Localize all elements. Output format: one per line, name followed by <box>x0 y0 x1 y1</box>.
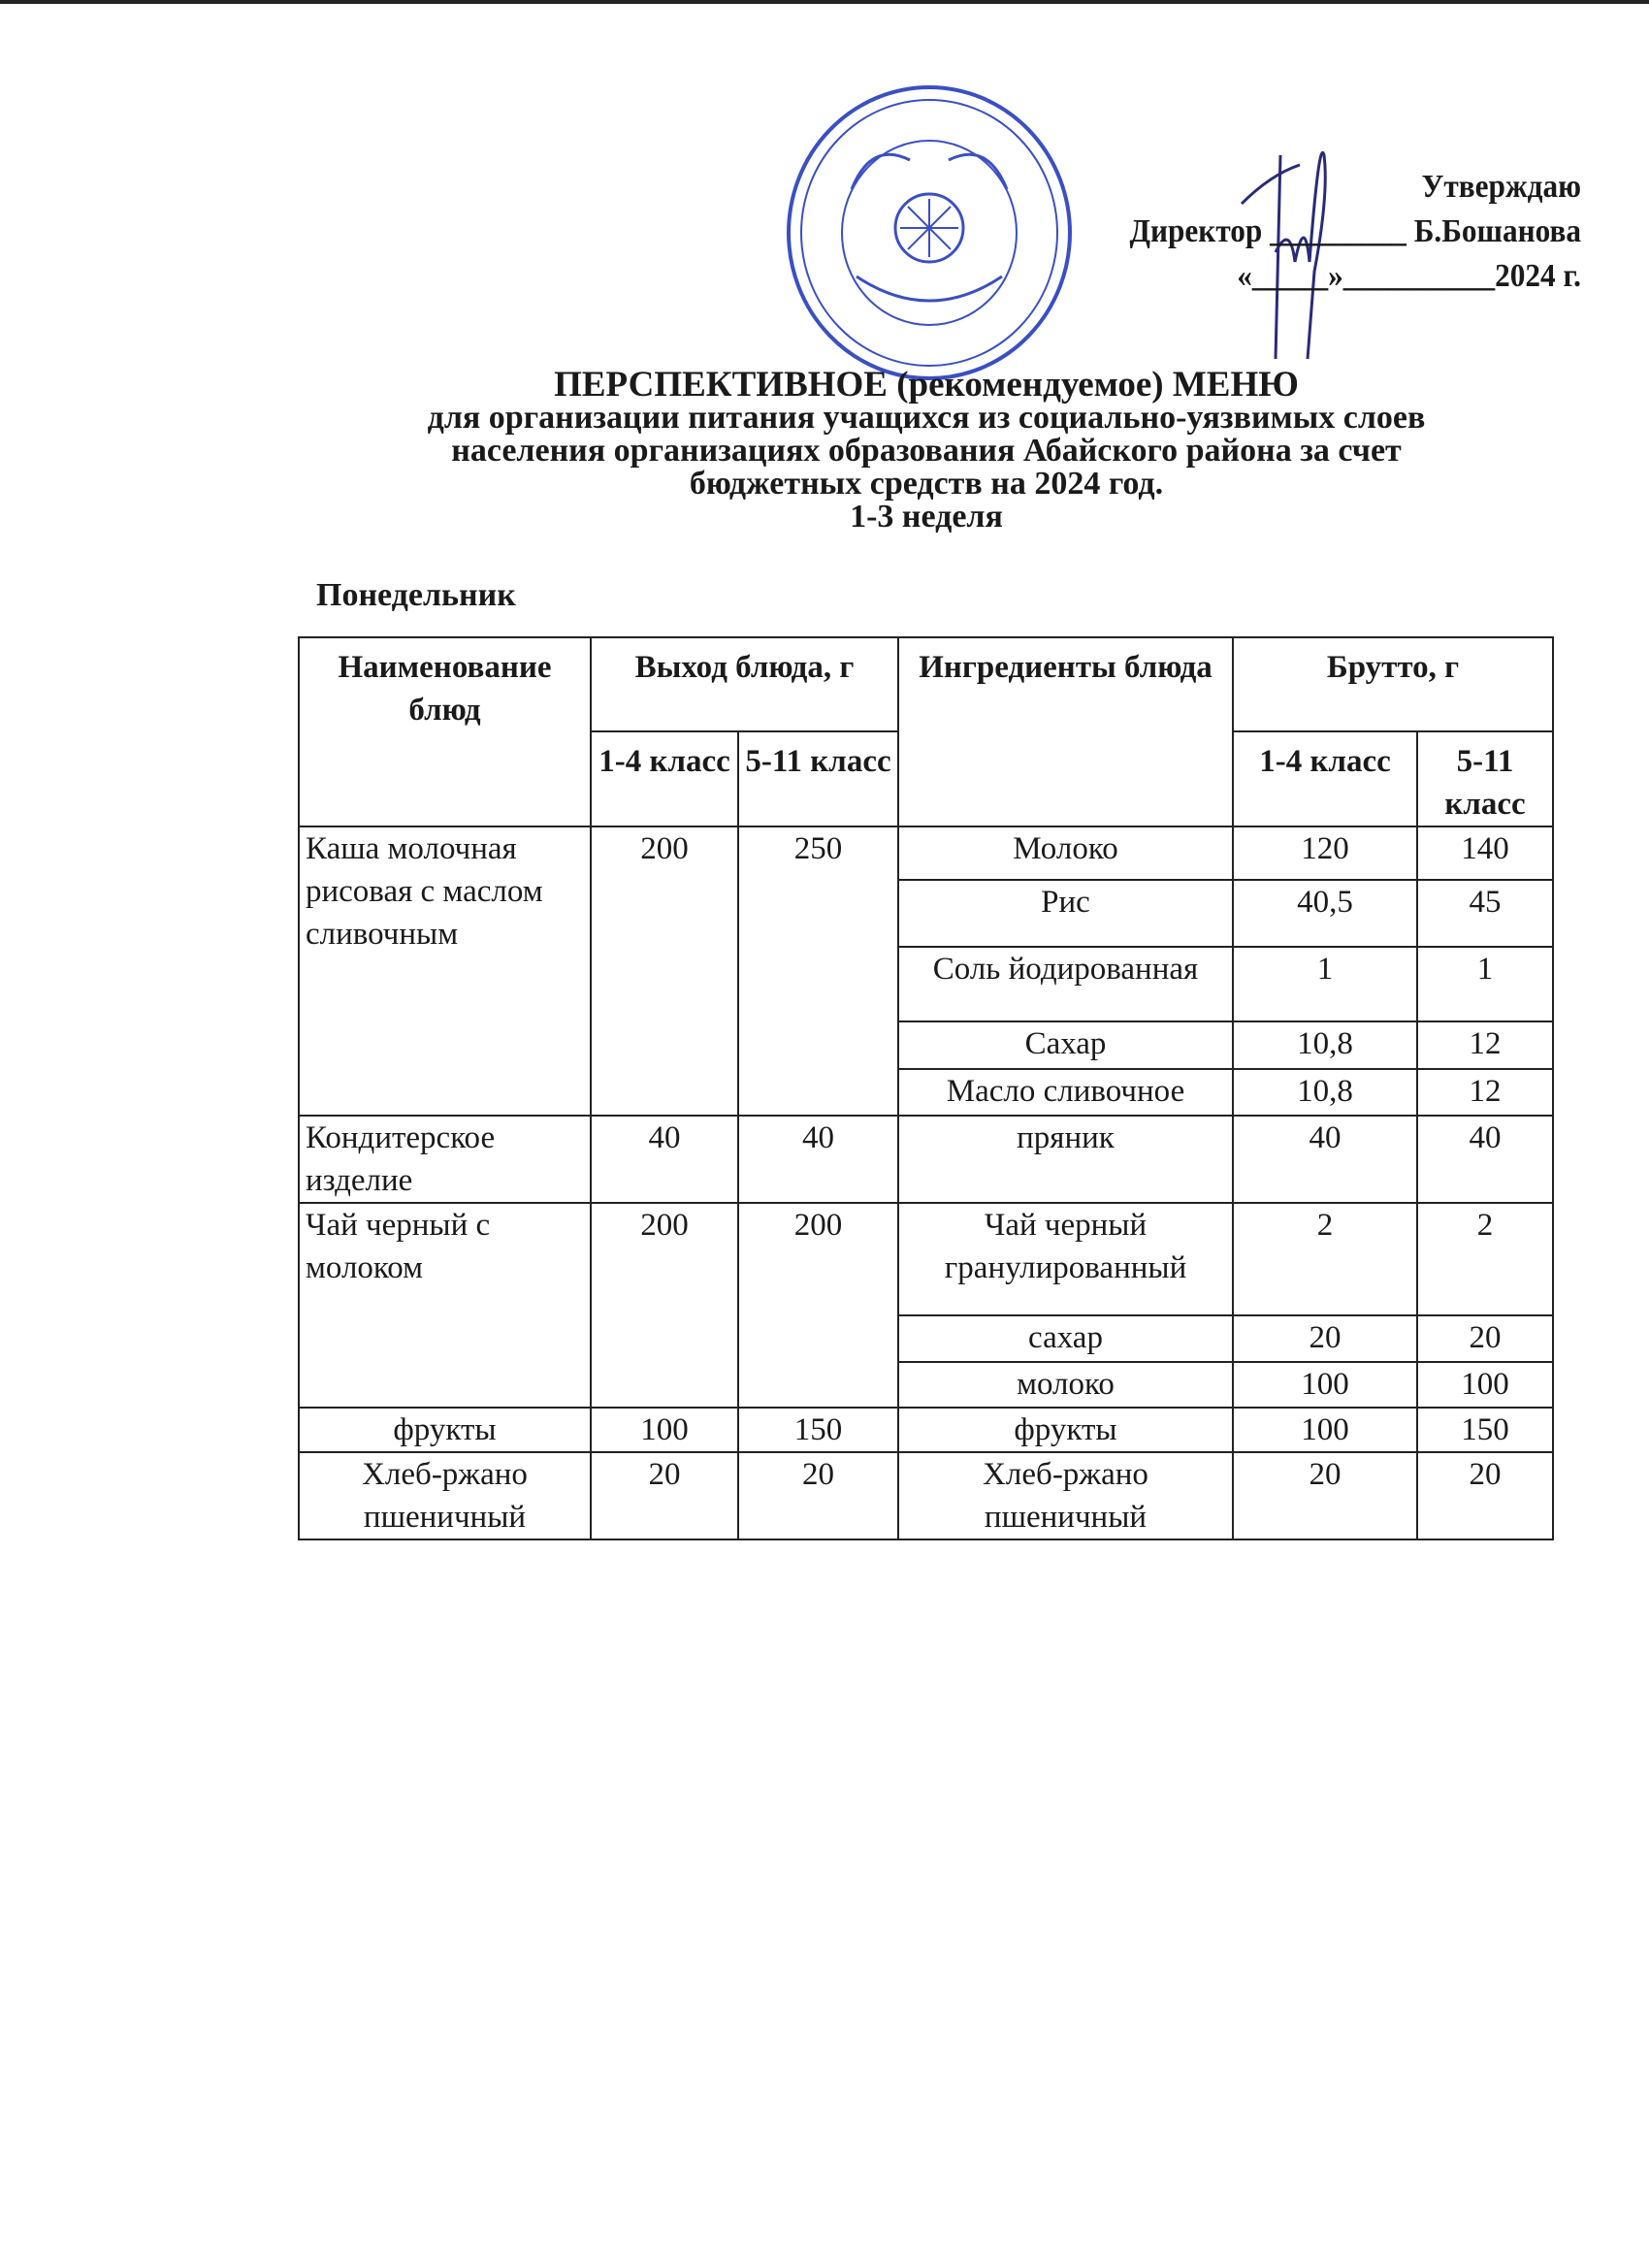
approval-block: Утверждаю Директор _________ Б.Бошанова … <box>1129 165 1581 299</box>
dish-name: Хлеб-ржано пшеничный <box>298 1451 592 1540</box>
output-grade1: 20 <box>590 1451 739 1540</box>
brutto-grade2: 20 <box>1416 1314 1554 1363</box>
dish-name: Кондитерское изделие <box>298 1115 592 1204</box>
title-line: 1-3 неделя <box>850 499 1003 535</box>
brutto-grade2: 100 <box>1416 1361 1554 1409</box>
header-ingredients: Ингредиенты блюда <box>897 636 1234 827</box>
table-row: сахар 20 20 <box>299 1314 1554 1363</box>
output-grade1: 200 <box>590 1202 739 1409</box>
ingredient-name: Рис <box>897 879 1234 948</box>
title-line: бюджетных средств на 2024 год. <box>689 466 1164 502</box>
header-name: Наименование блюд <box>298 636 592 827</box>
dish-name: Чай черный с молоком <box>298 1202 592 1409</box>
title-line: населения организациях образования Абайс… <box>451 433 1402 469</box>
brutto-grade2: 12 <box>1416 1021 1554 1070</box>
title-line: ПЕРСПЕКТИВНОЕ (рекомендуемое) МЕНЮ <box>554 365 1299 405</box>
table-row: Чай черный с молоком 200 200 Чай черный гра… <box>298 1202 1554 1409</box>
output-grade1: 100 <box>590 1407 739 1453</box>
output-grade2: 20 <box>737 1451 899 1540</box>
table-row: Рис 40,5 45 <box>299 879 1554 948</box>
brutto-grade1: 100 <box>1232 1407 1418 1453</box>
header-output: Выход блюда, г <box>590 636 899 732</box>
signature <box>1240 151 1327 360</box>
output-grade2: 200 <box>737 1202 899 1409</box>
approve-label: Утверждаю <box>1421 169 1581 205</box>
brutto-grade1: 120 <box>1232 826 1418 881</box>
dish-name: фрукты <box>298 1407 592 1453</box>
brutto-grade1: 20 <box>1232 1314 1418 1363</box>
director-line: Директор _________ Б.Бошанова <box>1129 213 1581 249</box>
official-seal <box>787 85 1072 380</box>
brutto-grade2: 20 <box>1416 1451 1554 1540</box>
header-brutto: Брутто, г <box>1232 636 1554 732</box>
brutto-grade1: 40,5 <box>1232 879 1418 948</box>
brutto-grade1: 100 <box>1232 1361 1418 1409</box>
brutto-grade2: 12 <box>1416 1068 1554 1117</box>
brutto-grade1: 1 <box>1232 946 1418 1022</box>
scan-edge <box>0 0 1649 4</box>
brutto-grade2: 45 <box>1416 879 1554 948</box>
brutto-grade1: 10,8 <box>1232 1021 1418 1070</box>
table-row: Сахар 10,8 12 <box>299 1021 1554 1070</box>
table-row: Хлеб-ржано пшеничный 20 20 Хлеб-ржано пшени… <box>298 1451 1554 1540</box>
table-row: Масло сливочное 10,8 12 <box>299 1068 1554 1117</box>
document-title: ПЕРСПЕКТИВНОЕ (рекомендуемое) МЕНЮ для о… <box>291 365 1562 535</box>
brutto-grade1: 10,8 <box>1232 1068 1418 1117</box>
output-grade1: 40 <box>590 1115 739 1204</box>
brutto-grade1: 40 <box>1232 1115 1418 1204</box>
ingredient-name: молоко <box>897 1361 1234 1409</box>
output-grade2: 250 <box>737 826 899 1117</box>
brutto-grade1: 2 <box>1232 1202 1418 1316</box>
dish-name: Каша молочная рисовая с маслом сливочным <box>298 826 592 1117</box>
table-row: Каша молочная рисовая с маслом сливочным… <box>298 826 1554 1117</box>
brutto-grade1: 20 <box>1232 1451 1418 1540</box>
output-grade2: 150 <box>737 1407 899 1453</box>
day-label: Понедельник <box>316 577 516 613</box>
header-brutto-grade1: 1-4 класс <box>1232 730 1418 827</box>
output-grade1: 200 <box>590 826 739 1117</box>
header-output-grade1: 1-4 класс <box>590 730 739 827</box>
brutto-grade2: 140 <box>1416 826 1554 881</box>
header-output-grade2: 5-11 класс <box>737 730 899 827</box>
brutto-grade2: 40 <box>1416 1115 1554 1204</box>
table-row: молоко 100 100 <box>299 1361 1554 1409</box>
brutto-grade2: 150 <box>1416 1407 1554 1453</box>
header-brutto-grade2: 5-11 класс <box>1416 730 1554 827</box>
ingredient-name: Соль йодированная <box>897 946 1234 1022</box>
ingredient-name: Молоко <box>897 826 1234 881</box>
ingredient-name: Масло сливочное <box>897 1068 1234 1117</box>
ingredient-name: Сахар <box>897 1021 1234 1070</box>
title-line: для организации питания учащихся из соци… <box>427 400 1426 436</box>
brutto-grade2: 1 <box>1416 946 1554 1022</box>
table-row: фрукты 100 150 фрукты 100 150 <box>298 1407 1554 1453</box>
ingredient-name: Чай черный гранулированный <box>897 1202 1234 1316</box>
ingredient-name: фрукты <box>897 1407 1234 1453</box>
table-row: Кондитерское изделие 40 40 пряник 40 40 <box>298 1115 1554 1204</box>
output-grade2: 40 <box>737 1115 899 1204</box>
menu-table: Наименование блюд Выход блюда, г Ингреди… <box>298 636 1554 1540</box>
date-line: «_____»__________2024 г. <box>1237 258 1581 294</box>
brutto-grade2: 2 <box>1416 1202 1554 1316</box>
ingredient-name: пряник <box>897 1115 1234 1204</box>
ingredient-name: Хлеб-ржано пшеничный <box>897 1451 1234 1540</box>
table-row: Соль йодированная 1 1 <box>299 946 1554 1022</box>
ingredient-name: сахар <box>897 1314 1234 1363</box>
